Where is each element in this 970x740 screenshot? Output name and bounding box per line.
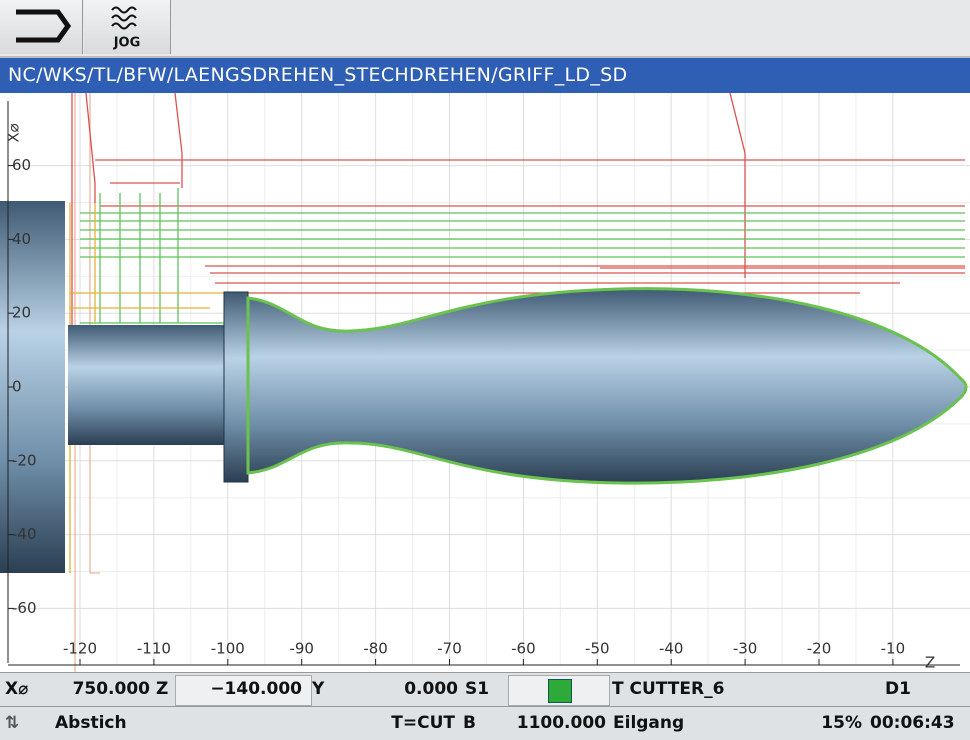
x-tick-label: -40 — [659, 640, 684, 658]
tool-type: T=CUT — [391, 713, 455, 733]
status-row: X⌀ 750.000 Z −140.000 Y 0.000 S1 T CUTTE… — [0, 672, 970, 706]
x-tick-label: -90 — [289, 640, 314, 658]
feed-mode: Eilgang — [613, 713, 685, 733]
toolbar: JOG — [0, 0, 970, 58]
y-tick-label: 20 — [12, 304, 31, 322]
z-value: −140.000 — [210, 679, 302, 699]
feed: 1100.000 — [516, 713, 606, 733]
toolpath — [95, 159, 965, 294]
x-tick-label: -50 — [585, 640, 610, 658]
x-axis-label: Z — [925, 654, 935, 672]
x-tick-label: -80 — [363, 640, 388, 658]
y-tick-label: -40 — [12, 525, 37, 543]
back-icon — [16, 9, 72, 43]
block-name: Abstich — [55, 713, 127, 733]
shaft — [68, 325, 226, 445]
block-icon: ⇅ — [5, 713, 20, 733]
toolpath — [71, 93, 746, 333]
offset: D1 — [885, 679, 911, 699]
jog-label: JOG — [113, 36, 141, 51]
z-box — [175, 675, 312, 706]
x-label: X⌀ — [5, 679, 29, 699]
tool: T CUTTER_6 — [612, 679, 725, 699]
x-tick-label: -110 — [137, 640, 171, 658]
collar — [223, 291, 249, 483]
back-button[interactable] — [0, 0, 83, 54]
status-row: ⇅ Abstich T=CUT B 1100.000 Eilgang 15% 0… — [0, 706, 970, 740]
y-value: 0.000 — [404, 679, 458, 699]
y-tick-label: 40 — [12, 230, 31, 248]
spindle: S1 — [465, 679, 490, 699]
x-tick-label: -120 — [63, 640, 97, 658]
override: 15% — [821, 713, 862, 733]
y-tick-label: 60 — [12, 156, 31, 174]
spindle-icon — [548, 679, 572, 703]
toolpath — [80, 188, 965, 324]
x-tick-label: -10 — [881, 640, 906, 658]
y-tick-label: -60 — [12, 599, 37, 617]
y-label: Y — [312, 679, 325, 699]
x-tick-label: -100 — [211, 640, 245, 658]
y-axis-label: X⌀ — [5, 123, 23, 142]
x-tick-label: -70 — [437, 640, 462, 658]
b-label: B — [463, 713, 476, 733]
z-label: Z — [156, 679, 169, 699]
x-value: 750.000 — [72, 679, 150, 699]
y-tick-label: -20 — [12, 451, 37, 469]
jog-button[interactable]: JOG — [84, 0, 171, 54]
elapsed-time: 00:06:43 — [870, 713, 955, 733]
jog-icon: JOG — [111, 6, 141, 51]
y-tick-label: 0 — [12, 378, 22, 396]
workpiece — [246, 287, 968, 485]
x-tick-label: -60 — [511, 640, 536, 658]
simulation-plot: X⌀ Z -120 -110 -100 -90 -80 -70 -60 -50 -40 -30 -2… — [0, 93, 970, 672]
program-path: NC/WKS/TL/BFW/LAENGSDREHEN_STECHDREHEN/G… — [0, 58, 970, 93]
x-tick-label: -30 — [733, 640, 758, 658]
x-tick-label: -20 — [807, 640, 832, 658]
